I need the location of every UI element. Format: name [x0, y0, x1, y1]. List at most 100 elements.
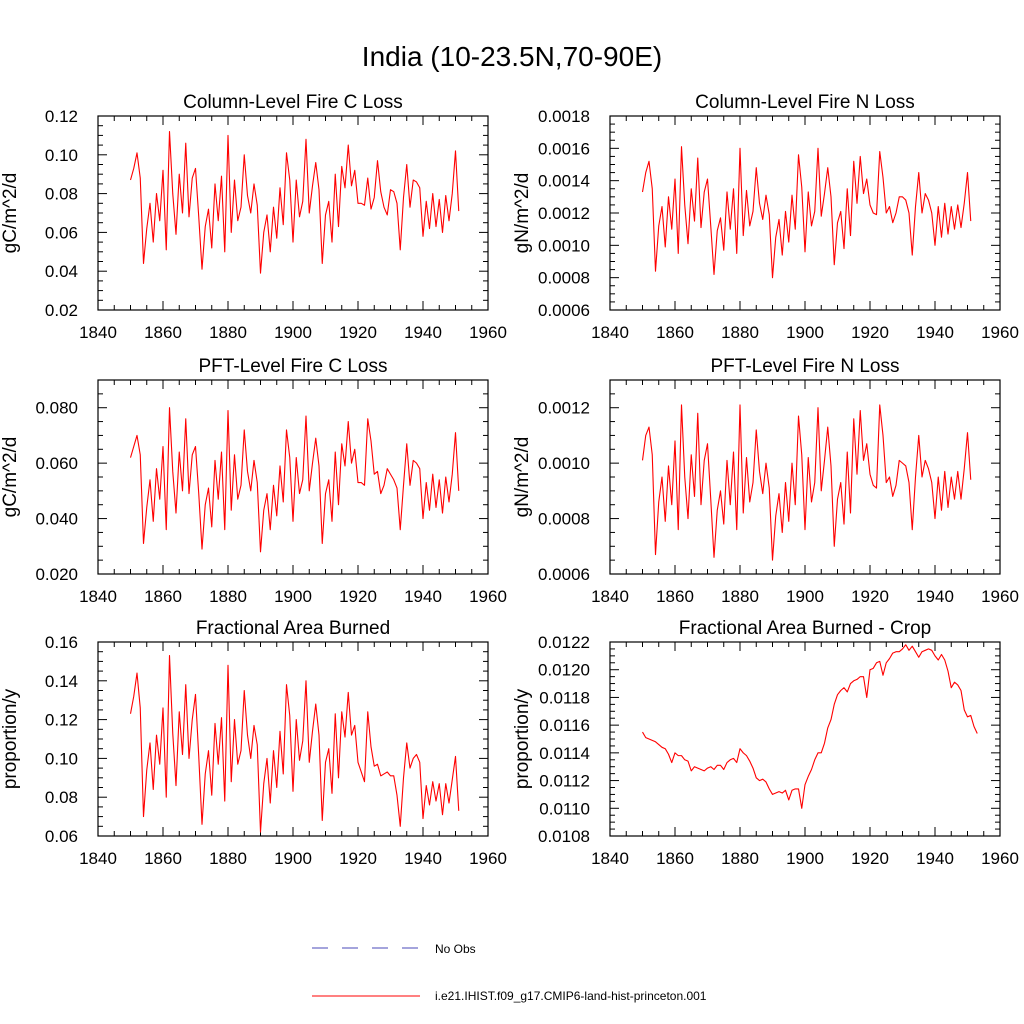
y-axis-label: gN/m^2/d: [512, 173, 533, 254]
x-tick-label: 1900: [786, 323, 824, 342]
y-axis-label: proportion/y: [512, 688, 533, 789]
panel-fractional-area-burned: Fractional Area Burned 1840 1860 1880 1900 19…: [0, 618, 507, 868]
y-tick-label: 0.040: [35, 510, 78, 529]
y-tick-label: 0.06: [45, 223, 78, 242]
x-tick-label: 1860: [656, 587, 694, 606]
panel-column-level-fire-n-loss: Column-Level Fire N Loss 1840 1860 1880 1900…: [512, 92, 1019, 342]
y-tick-label: 0.08: [45, 788, 78, 807]
y-tick-label: 0.080: [35, 399, 78, 418]
x-tick-label: 1840: [79, 323, 117, 342]
y-tick-label: 0.0010: [538, 454, 590, 473]
legend-label-model-run: i.e21.IHIST.f09_g17.CMIP6-land-hist-prin…: [435, 989, 707, 1003]
series-line-model-run: [129, 655, 460, 833]
y-axis-label: gN/m^2/d: [512, 437, 533, 518]
x-tick-label: 1960: [981, 323, 1019, 342]
x-tick-label: 1940: [404, 849, 442, 868]
x-tick-label: 1880: [209, 849, 247, 868]
y-tick-label: 0.0012: [538, 204, 590, 223]
y-tick-label: 0.0014: [538, 172, 590, 191]
x-tick-label: 1900: [274, 587, 312, 606]
y-tick-label: 0.02: [45, 301, 78, 320]
panel-pft-level-fire-c-loss: PFT-Level Fire C Loss 1840 1860 1880 1900 192…: [0, 356, 507, 606]
plot-frame: [609, 379, 1001, 575]
panel-title: PFT-Level Fire C Loss: [199, 356, 388, 377]
series-line-model-run: [129, 407, 460, 553]
panel-pft-level-fire-n-loss: PFT-Level Fire N Loss 1840 1860 1880 1900 192…: [512, 356, 1019, 606]
x-tick-label: 1900: [274, 323, 312, 342]
y-tick-label: 0.0112: [539, 772, 590, 791]
panel-title: Column-Level Fire N Loss: [695, 92, 915, 113]
y-tick-label: 0.0122: [538, 633, 590, 652]
legend: No Obs i.e21.IHIST.f09_g17.CMIP6-land-hi…: [312, 942, 707, 1003]
legend-label-no-obs: No Obs: [435, 942, 476, 956]
x-tick-label: 1880: [721, 587, 759, 606]
plot-frame: [609, 115, 1001, 311]
y-tick-label: 0.0118: [539, 688, 590, 707]
panel-title: Fractional Area Burned: [196, 618, 390, 639]
y-tick-label: 0.10: [45, 146, 78, 165]
figure-title: India (10-23.5N,70-90E): [362, 41, 662, 72]
y-tick-label: 0.0006: [538, 565, 590, 584]
x-tick-label: 1860: [144, 323, 182, 342]
series-line-model-run: [641, 146, 972, 279]
x-tick-label: 1960: [469, 587, 507, 606]
series-line-model-run: [641, 404, 972, 561]
y-axis-label: gC/m^2/d: [0, 173, 21, 254]
x-tick-label: 1940: [404, 323, 442, 342]
x-tick-label: 1860: [144, 587, 182, 606]
x-tick-label: 1860: [144, 849, 182, 868]
y-axis-label: proportion/y: [0, 688, 21, 789]
x-tick-label: 1880: [721, 849, 759, 868]
y-tick-label: 0.08: [45, 185, 78, 204]
y-tick-label: 0.0006: [538, 301, 590, 320]
y-tick-label: 0.0114: [539, 744, 590, 763]
y-tick-label: 0.06: [45, 827, 78, 846]
y-tick-label: 0.0110: [539, 799, 590, 818]
x-tick-label: 1840: [591, 849, 629, 868]
x-tick-label: 1960: [469, 849, 507, 868]
y-tick-label: 0.04: [45, 262, 78, 281]
plot-frame: [609, 641, 1001, 837]
x-tick-label: 1920: [851, 587, 889, 606]
panel-fractional-area-burned-crop: Fractional Area Burned - Crop 1840 1860 188…: [512, 618, 1019, 868]
x-tick-label: 1920: [339, 323, 377, 342]
y-tick-label: 0.0018: [538, 107, 590, 126]
x-tick-label: 1920: [339, 849, 377, 868]
x-tick-label: 1920: [339, 587, 377, 606]
x-tick-label: 1940: [916, 849, 954, 868]
y-tick-label: 0.14: [45, 672, 78, 691]
plot-frame: [97, 115, 489, 311]
y-tick-label: 0.12: [45, 107, 78, 126]
panel-title: Fractional Area Burned - Crop: [679, 618, 931, 639]
y-tick-label: 0.060: [35, 454, 78, 473]
panel-column-level-fire-c-loss: Column-Level Fire C Loss 1840 1860 1880 1900…: [0, 92, 507, 342]
x-tick-label: 1920: [851, 849, 889, 868]
x-tick-label: 1880: [721, 323, 759, 342]
y-tick-label: 0.0008: [538, 269, 590, 288]
y-axis-label: gC/m^2/d: [0, 437, 21, 518]
series-line-model-run: [129, 130, 460, 274]
y-tick-label: 0.0120: [538, 661, 590, 680]
x-tick-label: 1880: [209, 587, 247, 606]
y-tick-label: 0.0010: [538, 236, 590, 255]
x-tick-label: 1940: [916, 587, 954, 606]
y-tick-label: 0.0108: [538, 827, 590, 846]
x-tick-label: 1840: [79, 587, 117, 606]
x-tick-label: 1960: [469, 323, 507, 342]
x-tick-label: 1840: [591, 323, 629, 342]
y-tick-label: 0.0116: [539, 716, 590, 735]
x-tick-label: 1920: [851, 323, 889, 342]
x-tick-label: 1940: [916, 323, 954, 342]
y-tick-label: 0.020: [35, 565, 78, 584]
x-tick-label: 1860: [656, 323, 694, 342]
panel-title: Column-Level Fire C Loss: [183, 92, 403, 113]
series-line-model-run: [642, 644, 978, 809]
x-tick-label: 1960: [981, 849, 1019, 868]
y-tick-label: 0.16: [45, 633, 78, 652]
x-tick-label: 1840: [79, 849, 117, 868]
x-tick-label: 1940: [404, 587, 442, 606]
panel-title: PFT-Level Fire N Loss: [711, 356, 900, 377]
x-tick-label: 1960: [981, 587, 1019, 606]
x-tick-label: 1840: [591, 587, 629, 606]
